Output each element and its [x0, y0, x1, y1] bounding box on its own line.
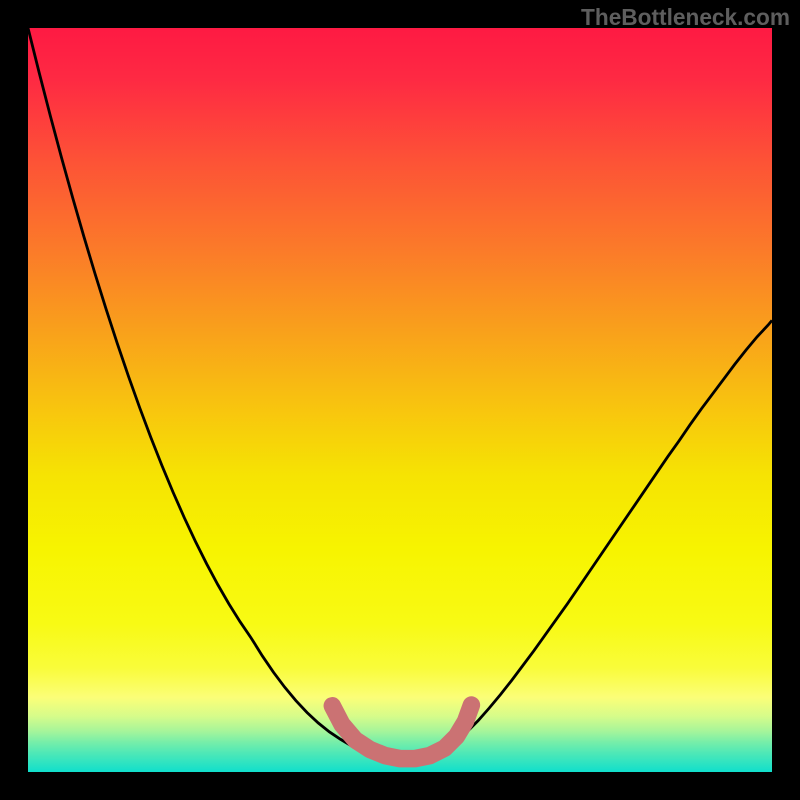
plot-background [28, 28, 772, 772]
chart-svg [0, 0, 800, 800]
chart-stage: TheBottleneck.com [0, 0, 800, 800]
watermark-text: TheBottleneck.com [581, 4, 790, 31]
